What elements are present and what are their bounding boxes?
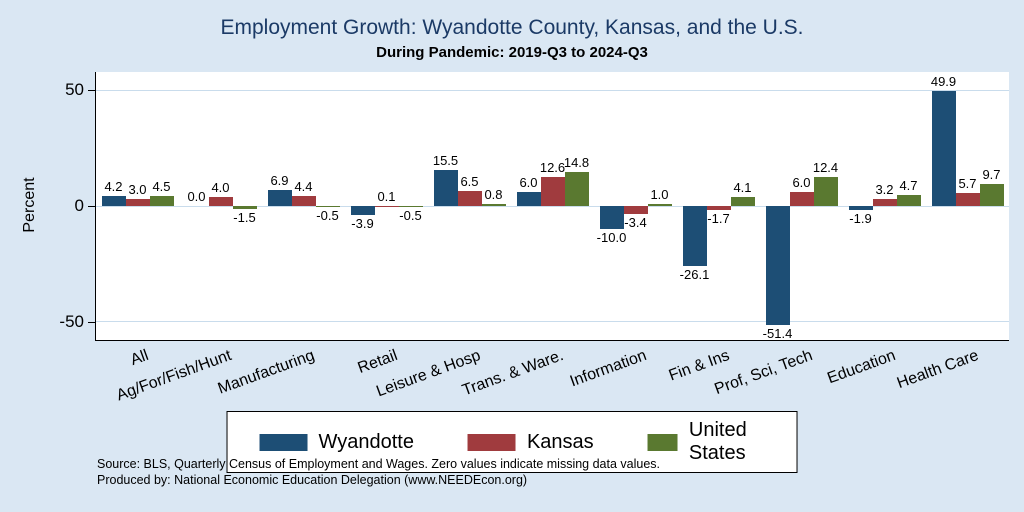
bar-value-label: -3.9 [351,216,374,231]
bar-value-label: 4.7 [899,178,918,194]
bar-value-label: 4.4 [294,178,313,194]
bar-united-states [896,195,921,206]
bar-wyandotte [433,170,458,206]
bar-united-states [481,204,506,206]
legend-item-kansas: Kansas [467,430,594,454]
legend-swatch-united-states [647,433,678,451]
legend-label-wyandotte: Wyandotte [318,430,414,453]
y-tick-label: 0 [74,196,84,215]
bar-value-label: 3.0 [128,182,147,198]
legend-swatch-wyandotte [259,433,308,451]
plot-area: 4.2 3.0 4.5 0.0 4.0 -1.5 6.9 4.4 -0.5 -3.9 0.1 -0.5… [95,72,1009,341]
bar-kansas [291,195,316,206]
y-tick-label: 50 [65,80,84,100]
legend-item-wyandotte: Wyandotte [259,430,414,454]
bar-united-states [564,171,589,206]
bar-value-label: 4.0 [211,179,230,195]
bar-united-states [315,206,340,208]
bar-united-states [813,177,838,206]
bar-value-label: 0.8 [484,187,503,203]
y-tick-mark [88,90,95,92]
gridline [96,321,1009,323]
bar-value-label: -0.5 [316,208,339,224]
bar-wyandotte [267,190,292,206]
bar-value-label: -1.7 [707,210,730,226]
y-tick-mark [88,206,95,207]
bar-value-label: 4.2 [104,179,123,195]
legend-label-united-states: United States [688,419,747,464]
bar-wyandotte [848,206,873,211]
x-tick-label: Information [567,347,649,391]
bar-value-label: 1.0 [650,186,669,202]
y-tick-mark [88,321,95,323]
bar-wyandotte [682,206,707,267]
bar-wyandotte [765,206,790,325]
bar-wyandotte [101,196,126,206]
bar-value-label: 9.7 [982,166,1001,182]
bar-kansas [457,190,482,206]
bar-united-states [979,183,1004,206]
bar-value-label: 12.6 [539,159,566,175]
bar-value-label: -3.4 [624,214,647,230]
bar-value-label: 3.2 [875,181,894,197]
bar-value-label: 14.8 [563,154,590,170]
bar-value-label: -1.5 [233,210,256,226]
bar-value-label: 12.4 [812,160,839,176]
bar-united-states [232,206,257,210]
bar-value-label: 6.0 [519,175,538,191]
bar-wyandotte [599,206,624,230]
legend-swatch-kansas [467,433,516,451]
bar-kansas [208,196,233,206]
legend-item-united-states: United States [647,419,765,465]
bar-value-label: -0.5 [399,208,422,224]
bar-kansas [540,176,565,206]
bar-united-states [647,203,672,206]
bar-kansas [789,192,814,206]
legend-label-kansas: Kansas [526,430,594,453]
bar-united-states [730,196,755,206]
chart-subtitle: During Pandemic: 2019-Q3 to 2024-Q3 [376,44,648,61]
bar-wyandotte [350,206,375,215]
x-tick-label: Health Care [894,347,981,393]
bar-value-label: 6.5 [460,173,479,189]
bar-value-label: -1.9 [849,211,872,227]
bar-value-label: -51.4 [762,325,793,341]
bar-value-label: 15.5 [432,153,459,169]
bar-value-label: 6.0 [792,175,811,191]
bar-kansas [125,199,150,206]
legend: Wyandotte Kansas United States [226,411,798,473]
bar-kansas [872,198,897,206]
x-tick-label: Retail [355,347,400,377]
bar-value-label: 5.7 [958,175,977,191]
bar-value-label: 49.9 [930,73,957,89]
note-produced-by: Produced by: National Economic Education… [97,473,528,487]
bar-wyandotte [516,192,541,206]
gridline [96,89,1009,91]
bar-value-label: 6.9 [270,173,289,189]
bar-value-label: -10.0 [596,230,627,246]
gridline [96,205,1009,207]
x-tick-label: All [127,347,151,370]
bar-value-label: 0.1 [377,188,396,204]
bar-value-label: 0.0 [187,189,206,204]
bar-kansas [955,192,980,206]
source-notes: Source: BLS, Quarterly Census of Employm… [97,456,660,488]
bar-kansas [623,206,648,214]
bar-united-states [149,195,174,206]
note-source: Source: BLS, Quarterly Census of Employm… [97,457,661,471]
bar-value-label: 4.1 [733,179,752,195]
bar-kansas [706,206,731,210]
bar-wyandotte [931,90,956,206]
y-tick-label: -50 [59,311,84,331]
chart-title: Employment Growth: Wyandotte County, Kan… [220,16,804,39]
bar-united-states [398,206,423,208]
x-tick-label: Education [824,347,898,388]
bar-value-label: -26.1 [679,267,710,283]
bar-value-label: 4.5 [152,178,171,194]
